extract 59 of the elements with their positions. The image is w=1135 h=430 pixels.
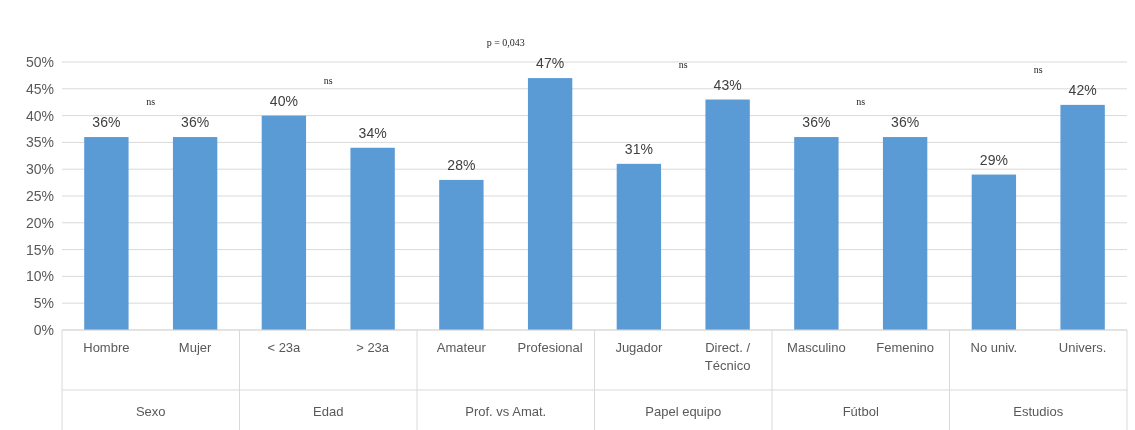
x-tick-label: Jugador bbox=[615, 340, 664, 355]
y-tick-label: 20% bbox=[25, 214, 54, 231]
text: Edad bbox=[313, 404, 344, 419]
text: Fútbol bbox=[842, 404, 879, 419]
data-label: 36% bbox=[891, 114, 920, 131]
x-tick-label: < 23a bbox=[267, 340, 302, 355]
x-tick-label: Univers. bbox=[1058, 340, 1107, 355]
data-label: 29% bbox=[979, 151, 1008, 168]
data-label: 36% bbox=[181, 114, 210, 131]
bar bbox=[616, 163, 662, 330]
y-tick-label: 40% bbox=[25, 107, 54, 124]
text: p = 0,043 bbox=[486, 37, 525, 49]
data-label: 36% bbox=[92, 114, 121, 131]
data-label: 36% bbox=[802, 114, 831, 131]
x-tick-label: Direct. / Técnico bbox=[704, 340, 751, 373]
data-label: 42% bbox=[1068, 81, 1097, 98]
data-label: 31% bbox=[624, 140, 653, 157]
annotation: ns bbox=[678, 58, 688, 70]
y-tick-label: 50% bbox=[25, 53, 54, 70]
x-tick-label: Amateur bbox=[436, 340, 487, 355]
y-tick-label: 45% bbox=[25, 80, 54, 97]
y-tick-label: 10% bbox=[25, 268, 54, 285]
bar bbox=[261, 115, 307, 330]
bar bbox=[439, 179, 484, 330]
y-tick-label: 35% bbox=[25, 134, 54, 151]
data-label: 47% bbox=[536, 55, 565, 72]
x-tick-label: > 23a bbox=[356, 340, 390, 355]
x-tick-label: Masculino bbox=[787, 340, 846, 355]
text: Sexo bbox=[135, 404, 166, 419]
text: Prof. vs Amat. bbox=[465, 404, 547, 419]
x-tick-label: Mujer bbox=[178, 340, 213, 355]
annotation: ns bbox=[146, 96, 156, 108]
bar bbox=[1060, 104, 1105, 330]
bar bbox=[350, 147, 395, 330]
text: Estudios bbox=[1013, 404, 1064, 419]
bar bbox=[84, 137, 129, 330]
bar bbox=[172, 137, 218, 330]
annotation: ns bbox=[323, 74, 333, 86]
x-tick-label: Femenino bbox=[876, 340, 935, 355]
y-tick-label: 25% bbox=[25, 187, 54, 204]
x-tick-label: Profesional bbox=[517, 340, 583, 355]
x-tick-label: No univ. bbox=[970, 340, 1018, 355]
x-tick-label: Hombre bbox=[83, 340, 130, 355]
bar bbox=[794, 137, 839, 330]
bar bbox=[882, 137, 928, 330]
bar bbox=[971, 174, 1017, 330]
text: Papel equipo bbox=[645, 404, 722, 419]
data-label: 43% bbox=[713, 76, 742, 93]
y-tick-label: 0% bbox=[33, 321, 54, 338]
data-label: 28% bbox=[447, 156, 476, 173]
annotation: ns bbox=[1033, 63, 1043, 75]
data-label: 40% bbox=[269, 92, 298, 109]
bar bbox=[705, 99, 750, 330]
y-tick-label: 30% bbox=[25, 161, 54, 178]
bar bbox=[527, 78, 573, 330]
y-tick-label: 5% bbox=[33, 295, 54, 312]
data-label: 34% bbox=[358, 124, 387, 141]
annotation: ns bbox=[856, 96, 866, 108]
y-tick-label: 15% bbox=[25, 241, 54, 258]
